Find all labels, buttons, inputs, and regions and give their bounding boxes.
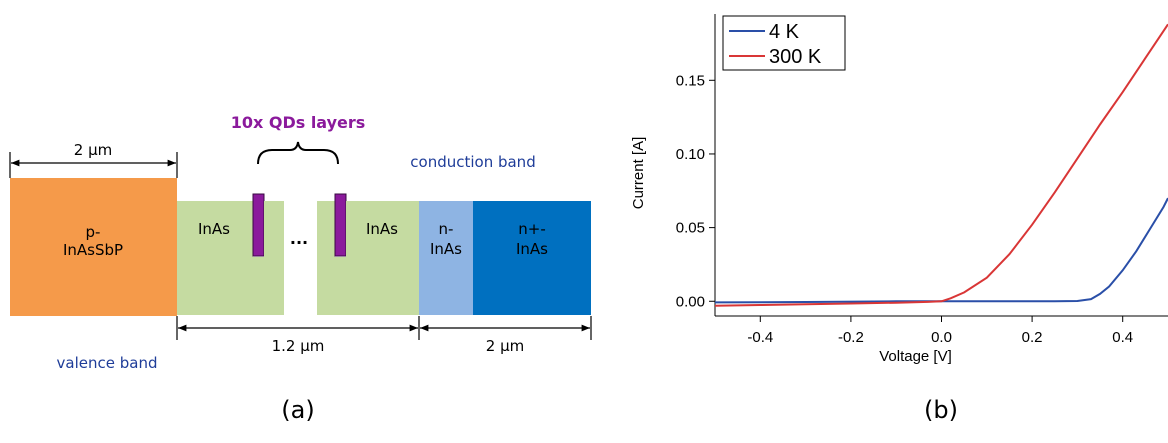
y-tick-label: 0.05 [676,220,705,237]
n-inas-layer [419,201,473,315]
qd-brace [257,141,339,165]
qd-layer-1 [252,193,265,257]
nplus-inas-layer [473,201,591,315]
middle-width-label: 1.2 μm [272,337,325,355]
inas-left-label: InAs [198,220,230,238]
valence-band-label: valence band [57,354,158,372]
inas-left-layer [177,201,253,315]
n-layer-label-line1: n- [439,220,454,238]
panel-b: 0.00 0.05 0.10 0.15 -0.4 -0.2 0.0 0.2 0.4 Voltage… [630,14,1168,424]
nplus-layer-label-line1: n+- [518,220,546,238]
panel-a: 10x QDs layers conduction band valence b… [9,113,592,424]
y-tick-label: 0.10 [676,146,705,163]
iv-chart: 0.00 0.05 0.10 0.15 -0.4 -0.2 0.0 0.2 0.4 Voltage… [630,14,1168,365]
panel-a-caption: (a) [281,396,314,424]
x-tick-label: -0.4 [747,329,773,346]
legend-label: 4 K [769,21,800,43]
p-width-label: 2 μm [74,141,112,159]
y-axis-label: Current [A] [630,137,647,210]
x-tick-label: 0.4 [1112,329,1133,346]
series-line-4k [715,197,1168,304]
n-layer-label-line2: InAs [430,240,462,258]
qd-ellipsis: ··· [290,233,308,252]
inas-right-barrier [317,201,335,315]
p-layer-label-line2: InAsSbP [63,241,123,259]
inas-left-barrier-lower [253,257,264,315]
series-line-300k [715,23,1168,307]
x-axis-label: Voltage [V] [879,348,952,365]
qd-layer-10 [334,193,347,257]
p-layer-label-line1: p- [86,223,101,241]
p-inassbp-layer [10,178,177,316]
inas-right-layer [346,201,419,315]
y-tick-label: 0.15 [676,72,705,89]
inas-right-barrier-lower [335,257,346,315]
x-tick-label: 0.2 [1022,329,1043,346]
y-tick-label: 0.00 [676,293,705,310]
nplus-layer-label-line2: InAs [516,240,548,258]
conduction-band-label: conduction band [410,153,535,171]
panel-b-caption: (b) [924,396,958,424]
x-tick-label: 0.0 [931,329,952,346]
inas-left-barrier [264,201,284,315]
x-tick-label: -0.2 [838,329,864,346]
legend-box [722,15,846,71]
qd-layers-label: 10x QDs layers [231,113,366,132]
inas-right-label: InAs [366,220,398,238]
n-width-label: 2 μm [486,337,524,355]
legend-label: 300 K [769,46,822,68]
